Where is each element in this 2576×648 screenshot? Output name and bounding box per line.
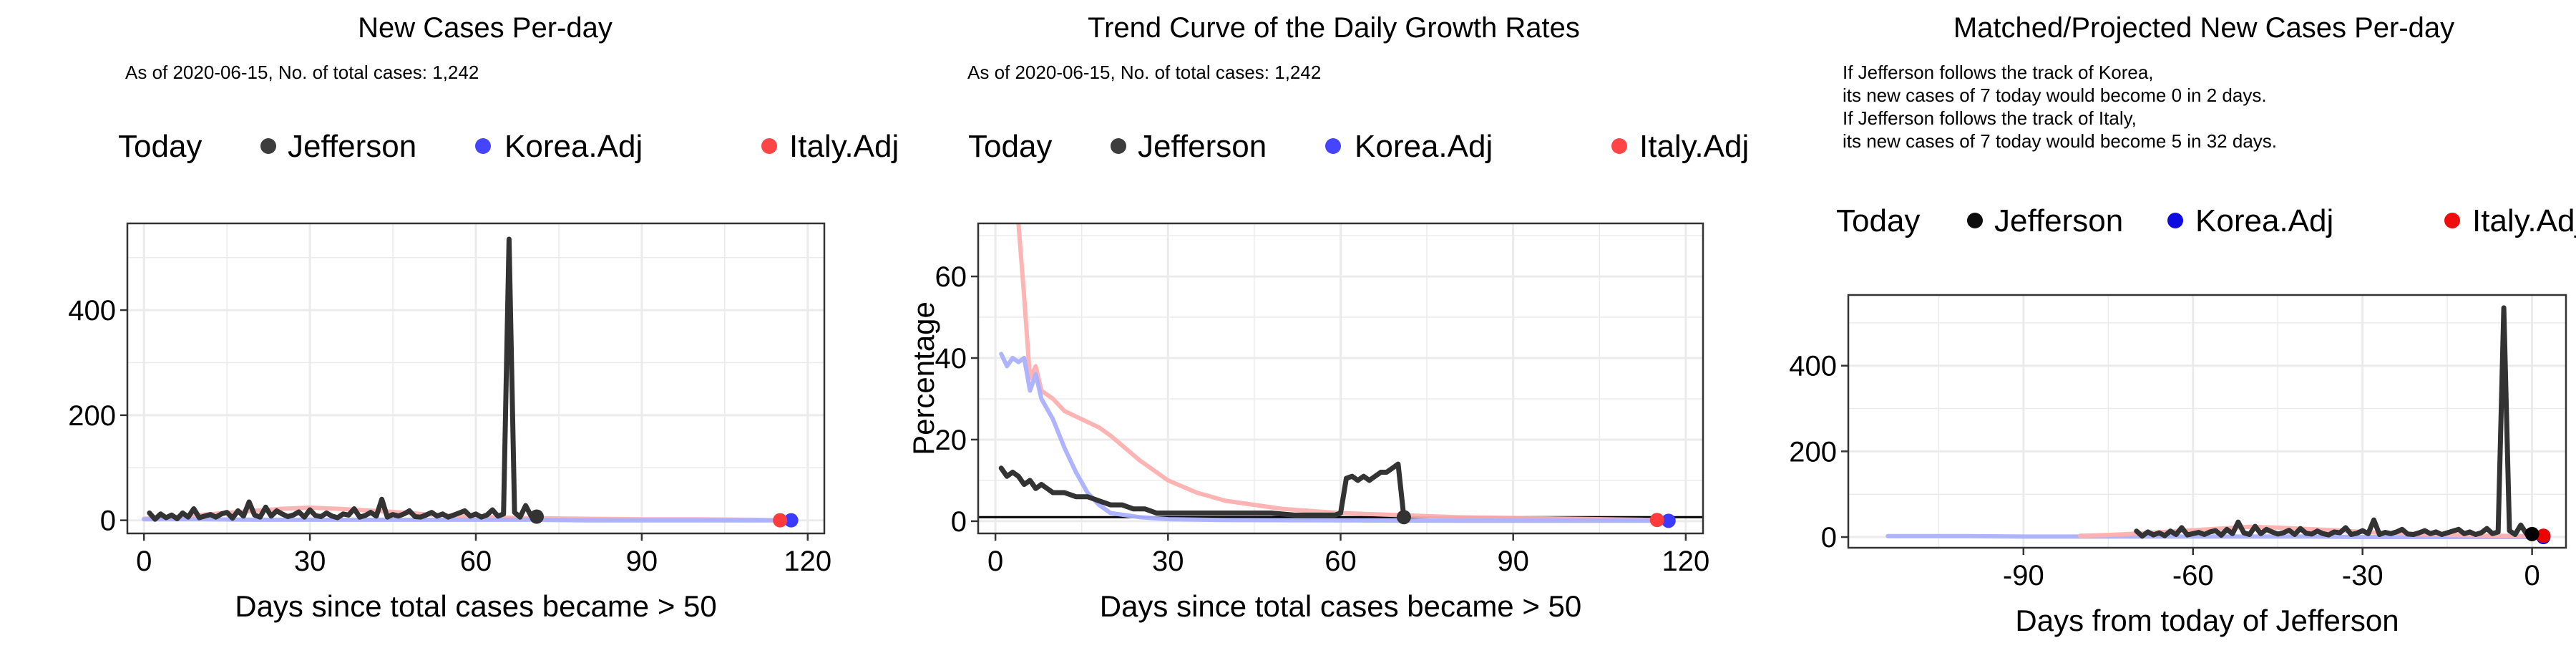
today-marker-korea-adj bbox=[784, 513, 799, 528]
series-line-korea-adj bbox=[999, 352, 1671, 523]
legend-label: Jefferson bbox=[288, 129, 416, 164]
x-tick-label: 90 bbox=[1497, 546, 1529, 577]
legend-label: Italy.Adj bbox=[789, 129, 899, 164]
legend-label: Italy.Adj bbox=[2472, 203, 2576, 238]
x-axis-label: Days since total cases became > 50 bbox=[1100, 589, 1582, 623]
plot-border bbox=[1847, 294, 2567, 549]
x-tick-label: -30 bbox=[2342, 560, 2384, 591]
legend-label: Korea.Adj bbox=[2195, 203, 2333, 238]
y-tick-label: 400 bbox=[1789, 351, 1837, 382]
legend-marker-jefferson bbox=[1967, 213, 1983, 228]
chart-note: If Jefferson follows the track of Korea, bbox=[1843, 62, 2154, 83]
legend-marker-jefferson bbox=[260, 138, 276, 154]
y-tick-label: 0 bbox=[1821, 522, 1837, 553]
legend-marker-korea-adj bbox=[2167, 213, 2183, 228]
axes: -90 -60 -30 0 0 200 400 Days from today of Jeff… bbox=[1789, 351, 2540, 637]
x-tick-label: 60 bbox=[460, 546, 492, 577]
chart-subtitle: As of 2020-06-15, No. of total cases: 1,… bbox=[967, 62, 1321, 83]
series-layer bbox=[142, 236, 794, 523]
legend-marker-italy-adj bbox=[2444, 213, 2460, 228]
chart-title: New Cases Per-day bbox=[358, 12, 613, 44]
chart-title: Matched/Projected New Cases Per-day bbox=[1953, 12, 2454, 44]
x-tick-label: 90 bbox=[626, 546, 658, 577]
x-tick-label: 30 bbox=[294, 546, 326, 577]
today-marker-italy-adj bbox=[773, 513, 788, 528]
legend-label: Korea.Adj bbox=[504, 129, 643, 164]
legend-title: Today bbox=[968, 129, 1052, 164]
legend-marker-korea-adj bbox=[475, 138, 491, 154]
legend-label: Italy.Adj bbox=[1639, 129, 1749, 164]
legend: Today Jefferson Korea.Adj Italy.Adj bbox=[1836, 203, 2576, 238]
series-line-jefferson bbox=[2134, 305, 2535, 539]
y-tick-label: 400 bbox=[68, 295, 116, 327]
today-marker-jefferson bbox=[2524, 526, 2540, 541]
legend-marker-italy-adj bbox=[761, 138, 777, 154]
today-marker-korea-adj bbox=[1661, 513, 1676, 528]
series-line-korea-adj bbox=[142, 517, 794, 523]
legend: Today Jefferson Korea.Adj Italy.Adj bbox=[968, 129, 1749, 164]
x-tick-label: 60 bbox=[1324, 546, 1357, 577]
y-tick-label: 20 bbox=[935, 425, 967, 456]
y-tick-label: 60 bbox=[935, 261, 967, 293]
axes: 0 30 60 90 120 0 20 40 60 Days since total cases … bbox=[907, 261, 1709, 623]
chart-note: its new cases of 7 today would become 5 … bbox=[1843, 130, 2277, 152]
y-tick-label: 40 bbox=[935, 343, 967, 374]
today-marker-jefferson bbox=[530, 509, 545, 524]
chart-title: Trend Curve of the Daily Growth Rates bbox=[1088, 12, 1580, 44]
x-tick-label: 30 bbox=[1152, 546, 1184, 577]
series-line-jefferson bbox=[147, 236, 540, 522]
chart-note: its new cases of 7 today would become 0 … bbox=[1843, 84, 2267, 106]
x-tick-label: 0 bbox=[136, 546, 152, 577]
y-tick-label: 200 bbox=[1789, 436, 1837, 468]
y-tick-label: 200 bbox=[68, 400, 116, 432]
x-axis-label: Days from today of Jefferson bbox=[2015, 604, 2399, 637]
x-tick-label: 0 bbox=[2524, 560, 2540, 591]
grid bbox=[127, 223, 824, 533]
x-tick-label: 120 bbox=[784, 546, 831, 577]
x-tick-label: -90 bbox=[2003, 560, 2044, 591]
legend-title: Today bbox=[1836, 203, 1920, 238]
chart-subtitle: As of 2020-06-15, No. of total cases: 1,… bbox=[125, 62, 479, 83]
legend-label: Jefferson bbox=[1994, 203, 2123, 238]
panel-2: Trend Curve of the Daily Growth Rates As … bbox=[907, 12, 1749, 623]
today-marker-jefferson bbox=[1396, 510, 1411, 525]
x-tick-label: 0 bbox=[987, 546, 1003, 577]
legend-marker-italy-adj bbox=[1611, 138, 1627, 154]
series-layer bbox=[978, 223, 1703, 523]
legend-title: Today bbox=[118, 129, 202, 164]
y-tick-label: 0 bbox=[100, 506, 116, 537]
legend-label: Jefferson bbox=[1138, 129, 1267, 164]
panel-3: Matched/Projected New Cases Per-day If Je… bbox=[1789, 12, 2576, 637]
x-tick-label: 120 bbox=[1662, 546, 1710, 577]
panel-1: New Cases Per-day As of 2020-06-15, No. o… bbox=[68, 12, 899, 623]
axes: 0 30 60 90 120 0 200 400 Days since total cases … bbox=[68, 295, 831, 623]
x-axis-label: Days since total cases became > 50 bbox=[235, 589, 717, 623]
series-line-jefferson bbox=[998, 461, 1407, 520]
legend-marker-korea-adj bbox=[1325, 138, 1341, 154]
y-axis-label: Percentage bbox=[907, 301, 940, 455]
y-tick-label: 0 bbox=[951, 506, 967, 538]
legend-marker-jefferson bbox=[1111, 138, 1126, 154]
legend-label: Korea.Adj bbox=[1355, 129, 1493, 164]
today-marker-italy-adj bbox=[1649, 513, 1664, 528]
series-layer bbox=[1885, 305, 2546, 539]
plot-area bbox=[1848, 295, 2566, 548]
chart-note: If Jefferson follows the track of Italy, bbox=[1843, 107, 2137, 129]
legend: Today Jefferson Korea.Adj Italy.Adj bbox=[118, 129, 899, 164]
today-marker-italy-adj bbox=[2536, 528, 2551, 543]
x-tick-label: -60 bbox=[2172, 560, 2214, 591]
